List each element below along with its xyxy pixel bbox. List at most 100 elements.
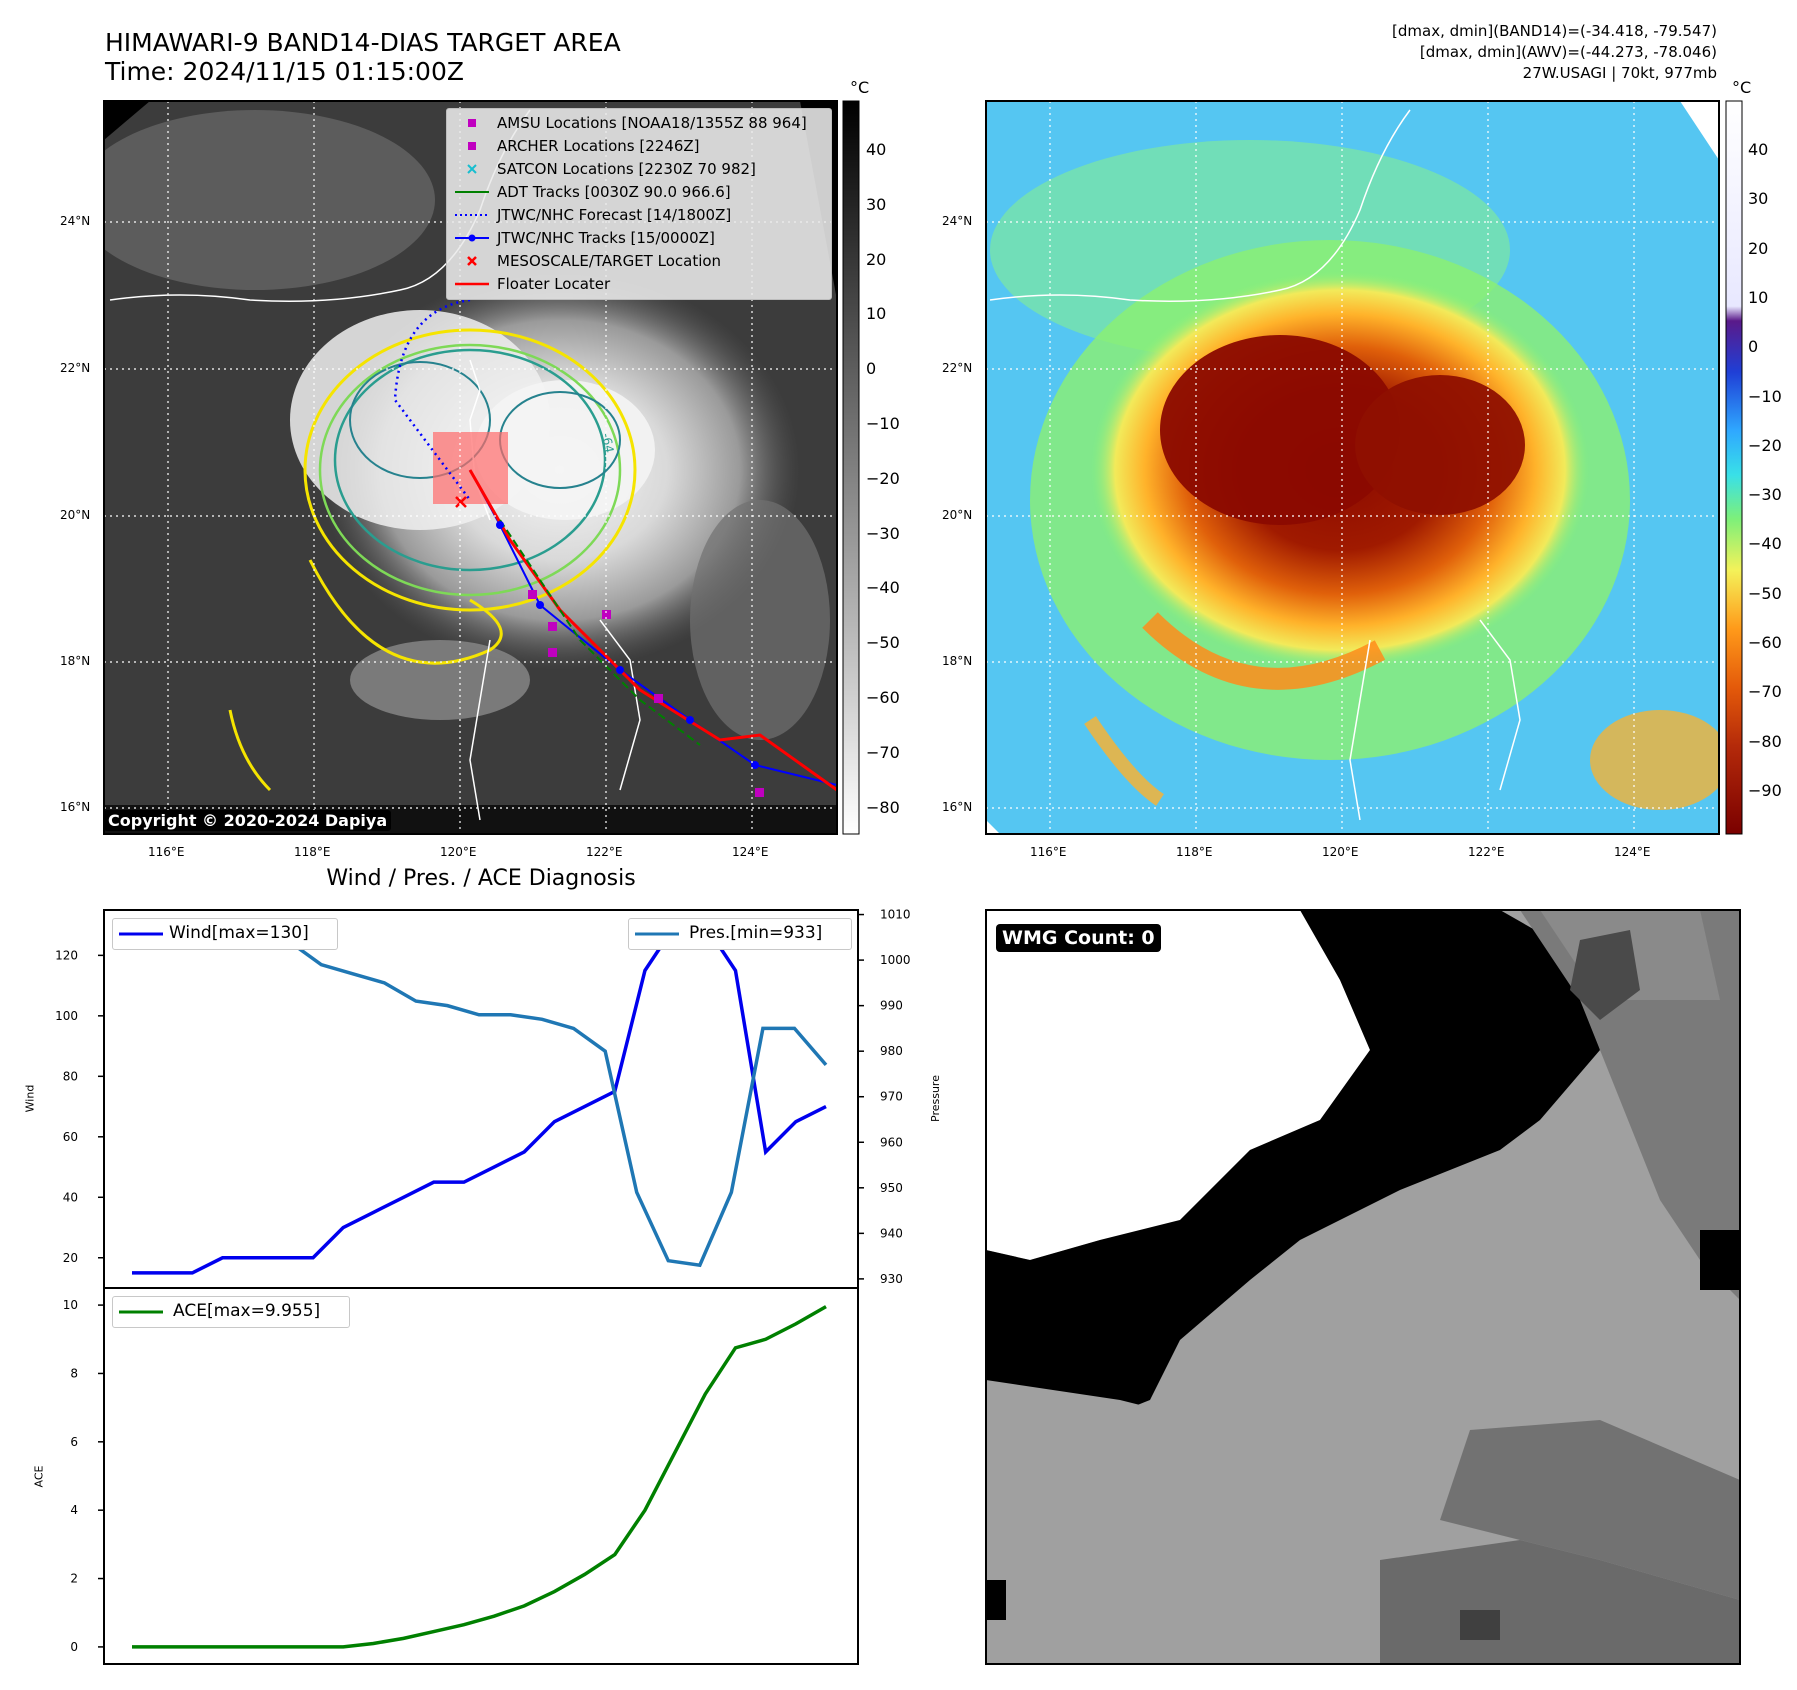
legend-label-archer: ARCHER Locations [2246Z] [497, 137, 700, 155]
map2-gridlines [986, 101, 1719, 834]
map2-lon-label-116: 116°E [1030, 845, 1067, 859]
map-legend: AMSU Locations [NOAA18/1355Z 88 964] ARC… [446, 108, 832, 300]
legend-label-target: MESOSCALE/TARGET Location [497, 252, 722, 270]
legend-archer: ARCHER Locations [2246Z] [447, 136, 827, 156]
color-map-image [986, 101, 1719, 834]
map1-lat-label-16: 16°N [60, 800, 91, 814]
pres-ytick-label: 1000 [880, 953, 911, 967]
pressure-yaxis: 930 940 950 960 970 980 990 1000 1010 [858, 908, 911, 1286]
ace-line [132, 1305, 827, 1649]
ace-legend-label: ACE[max=9.955] [173, 1301, 321, 1321]
map2-lat-label-24: 24°N [942, 214, 973, 228]
wind-ytick-label: 80 [63, 1069, 78, 1083]
color-colorbar-tick: 10 [1748, 287, 1769, 307]
wmg-image [986, 910, 1740, 1664]
color-colorbar-tick: −80 [1748, 731, 1782, 751]
legend-forecast: JTWC/NHC Forecast [14/1800Z] [447, 205, 827, 225]
legend-swatch-adt [455, 191, 489, 193]
pres-legend-swatch [635, 932, 679, 936]
pres-ytick-label: 930 [880, 1272, 903, 1286]
gray-colorbar [842, 100, 860, 835]
chart-time: Time: 2024/11/15 01:15:00Z [105, 57, 464, 86]
color-colorbar-tick: −60 [1748, 633, 1782, 652]
ace-ytick-label: 2 [70, 1572, 78, 1586]
legend-label-floater: Floater Locater [497, 275, 611, 293]
map2-lon-label-118: 118°E [1176, 845, 1213, 859]
ace-ylabel: ACE [32, 1465, 46, 1488]
legend-floater: Floater Locater [447, 274, 827, 294]
pressure-ylabel: Pressure [928, 1075, 942, 1122]
pres-ytick-label: 990 [880, 999, 903, 1013]
ace-ytick-label: 6 [70, 1435, 78, 1449]
legend-swatch-floater [455, 282, 489, 286]
gray-colorbar-tick: −70 [866, 742, 900, 762]
color-colorbar-tick: −20 [1748, 435, 1782, 455]
gray-colorbar-tick: 30 [866, 194, 887, 214]
gray-colorbar-tick: 40 [866, 140, 887, 159]
map1-lat-label-20: 20°N [60, 508, 91, 522]
chart-title: HIMAWARI-9 BAND14-DIAS TARGET AREA [105, 28, 621, 57]
pres-legend-label: Pres.[min=933] [689, 923, 823, 943]
pres-ytick-label: 980 [880, 1044, 903, 1058]
wind-yaxis: 20 40 60 80 100 120 [55, 948, 104, 1265]
ace-legend-swatch [119, 1310, 163, 1314]
meta-band14: [dmax, dmin](BAND14)=(-34.418, -79.547) [1392, 22, 1717, 40]
meta-awv: [dmax, dmin](AWV)=(-44.273, -78.046) [1419, 43, 1717, 61]
map1-lon-label-120: 120°E [440, 845, 477, 859]
gray-colorbar-tick: −80 [866, 797, 900, 817]
gray-colorbar-tick: 0 [866, 359, 877, 379]
pres-ytick-label: 960 [880, 1135, 903, 1149]
wind-pres-axes [103, 909, 859, 1289]
legend-swatch-satcon [467, 164, 477, 174]
map2-frame [985, 100, 1720, 835]
color-colorbar-tick: −30 [1748, 485, 1782, 505]
map1-lat-label-24: 24°N [60, 214, 91, 228]
color-colorbar-unit: °C [1732, 78, 1752, 97]
wind-ytick-label: 40 [63, 1190, 78, 1204]
map1-lon-label-116: 116°E [148, 845, 185, 859]
ace-ytick-label: 8 [70, 1366, 78, 1380]
legend-swatch-amsu [468, 119, 476, 127]
legend-swatch-target [467, 256, 477, 266]
map2-lat-label-18: 18°N [942, 654, 973, 668]
map1-lat-label-22: 22°N [60, 361, 91, 375]
map2-lat-label-22: 22°N [942, 361, 973, 375]
legend-label-amsu: AMSU Locations [NOAA18/1355Z 88 964] [497, 114, 807, 132]
color-colorbar-tick: −50 [1748, 583, 1782, 603]
ace-plot: 0 2 4 6 8 10 [63, 1287, 859, 1665]
legend-label-satcon: SATCON Locations [2230Z 70 982] [497, 160, 756, 178]
color-colorbar-tick: 0 [1748, 337, 1759, 357]
gray-colorbar-tick: 20 [866, 249, 887, 269]
copyright-badge: Copyright © 2020-2024 Dapiya [104, 810, 392, 831]
wind-ytick-label: 100 [55, 1009, 78, 1023]
legend-satcon: SATCON Locations [2230Z 70 982] [447, 159, 827, 179]
color-colorbar-tick: −70 [1748, 682, 1782, 702]
legend-label-tracks: JTWC/NHC Tracks [15/0000Z] [497, 229, 715, 247]
pres-ytick-label: 1010 [880, 908, 911, 922]
ace-series [132, 1305, 827, 1649]
ace-ytick-label: 10 [63, 1298, 78, 1312]
map2-lat-label-16: 16°N [942, 800, 973, 814]
map1-frame [103, 100, 838, 835]
legend-target: MESOSCALE/TARGET Location [447, 251, 827, 271]
gray-colorbar-tick: 10 [866, 304, 887, 324]
gray-colorbar-tick: −50 [866, 633, 900, 653]
wind-legend-label: Wind[max=130] [169, 923, 309, 943]
wind-ylabel: Wind [23, 1084, 37, 1113]
legend-swatch-forecast [455, 214, 489, 216]
map2-lon-label-124: 124°E [1614, 845, 1651, 859]
gray-colorbar-tick: −60 [866, 688, 900, 707]
pres-legend: Pres.[min=933] [628, 918, 852, 950]
wind-ytick-label: 120 [55, 948, 78, 962]
color-colorbar-tick: −40 [1748, 534, 1782, 554]
map1-lon-label-118: 118°E [294, 845, 331, 859]
ace-yaxis: 0 2 4 6 8 10 [63, 1298, 104, 1654]
map1-lon-label-124: 124°E [732, 845, 769, 859]
legend-tracks: JTWC/NHC Tracks [15/0000Z] [447, 228, 827, 248]
wmg-frame [985, 909, 1741, 1665]
pres-ytick-label: 940 [880, 1226, 903, 1240]
ace-ytick-label: 0 [70, 1640, 78, 1654]
pres-ytick-label: 970 [880, 1090, 903, 1104]
ace-legend: ACE[max=9.955] [112, 1296, 350, 1328]
